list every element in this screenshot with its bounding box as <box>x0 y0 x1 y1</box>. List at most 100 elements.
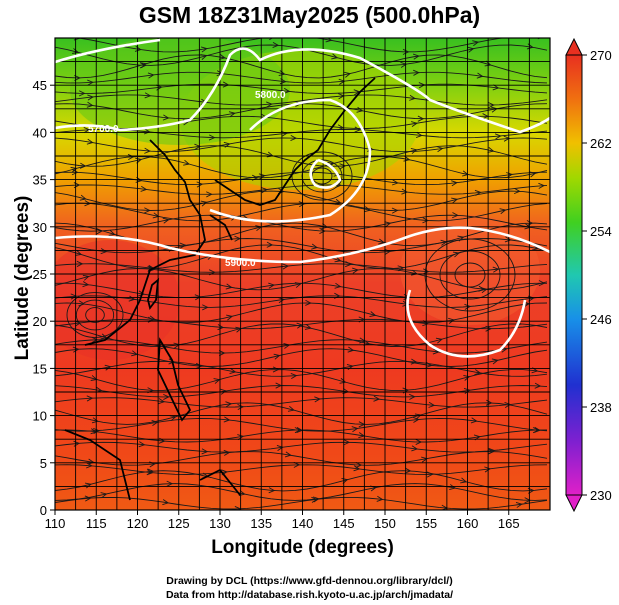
stream-arrow <box>409 94 416 101</box>
streamline <box>55 263 548 273</box>
stream-arrow <box>72 48 80 54</box>
stream-arrow <box>140 185 148 192</box>
stream-arrow <box>228 111 236 118</box>
stream-arrow <box>476 72 484 79</box>
stream-arrow <box>463 375 471 381</box>
stream-arrow <box>448 317 455 324</box>
y-tick-label: 45 <box>33 78 47 93</box>
stream-arrow <box>344 71 352 78</box>
stream-arrow <box>229 368 237 374</box>
streamline <box>55 282 547 299</box>
stream-arrow <box>487 448 495 455</box>
stream-arrow <box>91 417 99 424</box>
stream-arrow <box>162 499 170 506</box>
stream-arrow <box>131 350 139 357</box>
x-axis-label: Longitude (degrees) <box>211 537 394 558</box>
stream-arrow <box>311 496 319 503</box>
stream-arrow <box>138 441 146 448</box>
stream-arrow <box>460 477 468 484</box>
stream-arrow <box>100 492 108 499</box>
stream-arrow <box>147 468 155 475</box>
stream-arrow <box>234 235 241 242</box>
stream-arrow <box>86 462 93 469</box>
streamline <box>55 496 548 510</box>
stream-arrow <box>75 250 83 256</box>
stream-arrow <box>355 461 363 468</box>
stream-arrow <box>200 200 208 207</box>
stream-arrow <box>127 153 135 161</box>
stream-arrow <box>237 434 245 441</box>
stream-arrow <box>282 263 290 270</box>
contour-labels: 5700.0 5800.0 5900.0 <box>88 90 286 269</box>
y-tick-label: 15 <box>33 361 47 376</box>
streamline <box>55 190 548 211</box>
stream-arrow <box>334 256 342 263</box>
stream-arrow <box>378 238 386 245</box>
stream-arrow <box>144 207 151 214</box>
stream-arrow <box>504 402 512 409</box>
colorbar-label: 254 <box>590 224 612 239</box>
stream-arrow <box>194 294 202 301</box>
streamline <box>55 302 548 324</box>
stream-arrow <box>354 126 362 133</box>
y-tick-label: 35 <box>33 173 47 188</box>
stream-arrow <box>72 346 80 353</box>
stream-arrow <box>532 427 540 434</box>
colorbar-label: 246 <box>590 312 612 327</box>
stream-arrow <box>218 53 226 60</box>
x-tick-label: 160 <box>457 516 479 531</box>
stream-arrow <box>194 143 202 150</box>
stream-arrow <box>411 445 419 452</box>
y-axis: 0 5 10 15 20 25 30 35 40 45 <box>33 78 55 518</box>
vortex-ring <box>75 299 115 331</box>
stream-arrow <box>273 353 281 360</box>
stream-arrow <box>462 170 469 177</box>
colorbar-label: 262 <box>590 136 612 151</box>
colorbar-min-triangle <box>565 494 583 513</box>
stream-arrow <box>272 366 280 373</box>
stream-arrow <box>144 92 152 99</box>
stream-arrow <box>195 362 203 369</box>
x-tick-label: 140 <box>292 516 314 531</box>
stream-arrow <box>513 188 521 195</box>
stream-arrow <box>415 132 423 139</box>
stream-arrow <box>451 180 458 187</box>
streamline <box>55 441 548 453</box>
stream-arrow <box>414 413 422 420</box>
stream-arrow <box>168 358 176 365</box>
stream-arrow <box>201 448 209 455</box>
stream-arrow <box>200 46 208 53</box>
stream-arrow <box>276 444 284 451</box>
y-tick-label: 5 <box>40 456 47 471</box>
vortex-ring <box>424 238 516 312</box>
contour-label: 5800.0 <box>255 90 286 101</box>
stream-arrow <box>484 60 492 67</box>
stream-arrow <box>225 401 233 408</box>
stream-arrow <box>304 324 312 330</box>
stream-arrow <box>410 148 418 154</box>
stream-arrow <box>78 90 86 97</box>
stream-arrow <box>138 290 145 297</box>
stream-arrow <box>526 220 534 227</box>
y-tick-label: 40 <box>33 125 47 140</box>
streamline <box>55 318 548 330</box>
stream-arrow <box>206 191 213 198</box>
colorbar-max-triangle <box>565 37 583 56</box>
stream-arrow <box>82 281 90 288</box>
stream-arrow <box>412 416 420 423</box>
streamline <box>55 214 548 232</box>
stream-arrow <box>376 495 384 502</box>
stream-arrow <box>220 388 228 395</box>
stream-arrow <box>166 480 174 487</box>
stream-arrow <box>538 280 546 287</box>
stream-arrow <box>339 377 347 384</box>
stream-arrow <box>298 201 306 208</box>
stream-arrow <box>278 297 285 304</box>
stream-arrow <box>410 358 418 365</box>
stream-arrow <box>484 466 492 473</box>
stream-arrow <box>492 84 500 91</box>
x-tick-label: 130 <box>209 516 231 531</box>
stream-arrow <box>428 401 436 408</box>
x-tick-label: 110 <box>45 516 66 531</box>
